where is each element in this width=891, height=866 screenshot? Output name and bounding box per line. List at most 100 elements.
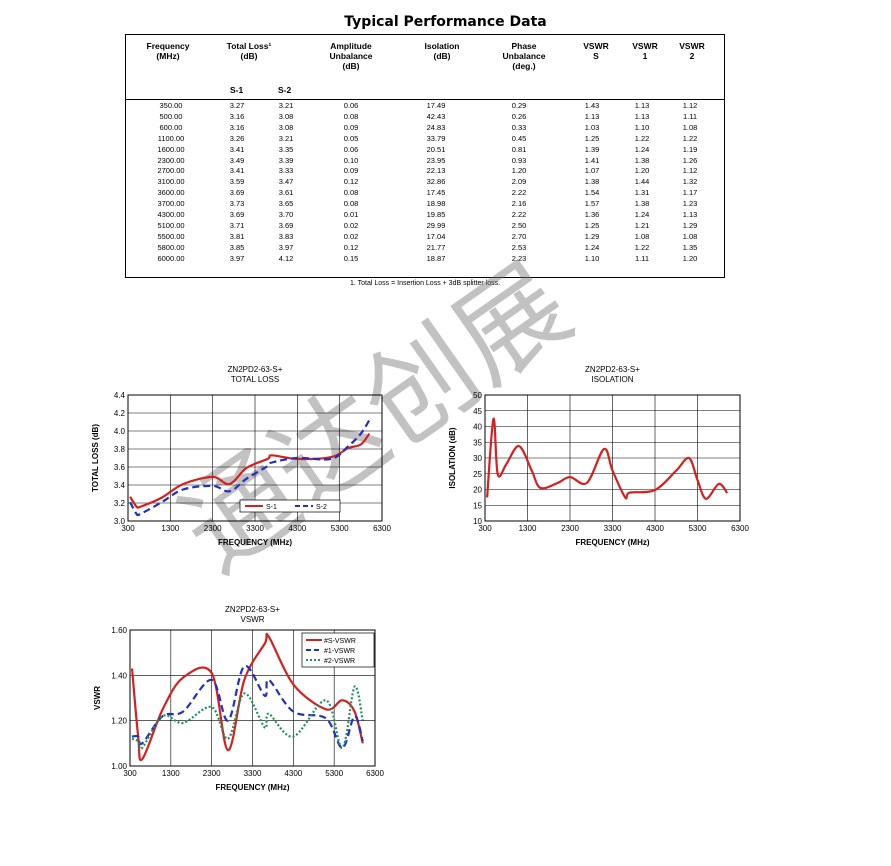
x-axis-label: FREQUENCY (MHz) — [215, 783, 289, 792]
y-tick-label: 3.0 — [114, 517, 126, 526]
table-cell: 0.06 — [343, 101, 359, 110]
table-cell: 0.08 — [343, 111, 359, 121]
table-cell: 1.03 — [584, 122, 600, 132]
x-tick-label: 6300 — [366, 769, 384, 778]
table-cell: 3.85 — [229, 242, 245, 252]
table-cell: 1.38 — [634, 199, 650, 209]
table-cell: 1.29 — [682, 220, 698, 230]
table-cell: 1.24 — [584, 242, 600, 252]
table-footnote: 1. Total Loss = Insertion Loss + 3dB spl… — [349, 280, 501, 287]
x-tick-label: 300 — [121, 524, 135, 533]
table-cell: 21.77 — [426, 242, 446, 252]
table-cell: 1.13 — [634, 101, 650, 110]
table-cell: 3.26 — [229, 133, 245, 143]
table-cell: 20.51 — [426, 144, 446, 154]
table-cell: 32.86 — [426, 177, 446, 187]
table-cell: 2.22 — [511, 210, 527, 219]
table-cell: 0.10 — [343, 155, 359, 165]
y-tick-label: 15 — [473, 501, 482, 510]
table-cell: 6000.00 — [157, 253, 185, 263]
table-cell: 1.38 — [584, 177, 600, 187]
series-line-s2 — [129, 419, 371, 517]
table-cell: 1.12 — [682, 101, 698, 110]
table-cell: 1.13 — [634, 111, 650, 121]
table-cell: 17.49 — [426, 101, 446, 110]
table-cell: 0.05 — [343, 133, 359, 143]
col-header-v1: VSWR 1 — [632, 41, 658, 61]
table-cell: 0.29 — [511, 101, 527, 110]
table-cell: 1.13 — [584, 111, 600, 121]
col-header-freq: Frequency (MHz) — [146, 41, 190, 61]
x-tick-label: 5300 — [325, 769, 343, 778]
table-cell: 2700.00 — [157, 166, 185, 176]
table-cell: 0.45 — [511, 133, 527, 143]
table-cell: 3.33 — [278, 166, 294, 176]
sub-header: S-1 — [230, 85, 244, 95]
x-tick-label: 300 — [478, 524, 492, 533]
table-cell: 3.27 — [229, 101, 245, 110]
legend-label: S-1 — [266, 504, 277, 511]
table-cell: 3.71 — [229, 220, 245, 230]
table-cell: 3.81 — [229, 231, 245, 241]
table-cell: 1.22 — [682, 133, 698, 143]
table-cell: 0.09 — [343, 122, 359, 132]
table-cell: 1.43 — [584, 101, 600, 110]
x-axis-label: FREQUENCY (MHz) — [218, 538, 292, 547]
table-cell: 42.43 — [426, 111, 446, 121]
y-tick-label: 1.60 — [111, 626, 127, 635]
table-cell: 1.22 — [634, 133, 650, 143]
y-tick-label: 3.8 — [114, 445, 126, 454]
table-cell: 1600.00 — [157, 144, 185, 154]
table-cell: 3.08 — [278, 111, 294, 121]
table-cell: 2.70 — [511, 231, 527, 241]
y-tick-label: 10 — [473, 517, 482, 526]
table-cell: 1.41 — [584, 155, 600, 165]
table-cell: 1.10 — [634, 122, 650, 132]
chart-title: ZN2PD2-63-S+ — [228, 365, 283, 374]
table-cell: 350.00 — [159, 101, 183, 110]
table-cell: 5500.00 — [157, 231, 185, 241]
y-tick-label: 3.2 — [114, 499, 126, 508]
table-cell: 0.12 — [343, 242, 359, 252]
table-cell: 3.49 — [229, 155, 245, 165]
x-tick-label: 2300 — [203, 769, 221, 778]
x-tick-label: 4300 — [646, 524, 664, 533]
table-cell: 1.12 — [682, 166, 698, 176]
x-tick-label: 1300 — [161, 524, 179, 533]
total-loss-chart: ZN2PD2-63-S+TOTAL LOSS 300 1300 2300 3300 430… — [91, 365, 391, 547]
sub-header: S-2 — [278, 85, 292, 95]
chart-title: VSWR — [241, 615, 265, 624]
table-cell: 17.04 — [426, 231, 446, 241]
table-cell: 0.93 — [511, 155, 527, 165]
y-axis-label: ISOLATION (dB) — [448, 427, 457, 489]
x-tick-label: 6300 — [731, 524, 749, 533]
table-cell: 1.08 — [634, 231, 650, 241]
chart-title: ISOLATION — [591, 375, 633, 384]
y-tick-label: 3.4 — [114, 481, 126, 490]
y-tick-label: 1.00 — [111, 762, 127, 771]
y-tick-label: 30 — [473, 454, 482, 463]
table-cell: 29.99 — [426, 220, 446, 230]
table-cell: 1.20 — [634, 166, 650, 176]
y-tick-label: 1.20 — [111, 717, 127, 726]
table-cell: 1.07 — [584, 166, 600, 176]
performance-table: Frequency (MHz) Total Loss¹ (dB) Amplitude… — [125, 34, 725, 278]
table-cell: 4.12 — [278, 253, 294, 263]
table-cell: 2300.00 — [157, 155, 185, 165]
legend-label: S-2 — [316, 504, 327, 511]
y-tick-label: 4.0 — [114, 427, 126, 436]
table-cell: 0.09 — [343, 166, 359, 176]
chart-title: ZN2PD2-63-S+ — [585, 365, 640, 374]
table-cell: 0.26 — [511, 111, 527, 121]
series-line-s1 — [129, 433, 371, 509]
y-tick-label: 4.2 — [114, 409, 126, 418]
table-cell: 33.79 — [426, 133, 446, 143]
series-line-1vswr — [131, 665, 364, 749]
table-cell: 22.13 — [426, 166, 446, 176]
table-cell: 1.08 — [682, 122, 698, 132]
table-cell: 1.11 — [682, 111, 698, 121]
chart-title: ZN2PD2-63-S+ — [225, 605, 280, 614]
table-cell: 600.00 — [159, 122, 183, 132]
table-cell: 19.85 — [426, 210, 446, 219]
